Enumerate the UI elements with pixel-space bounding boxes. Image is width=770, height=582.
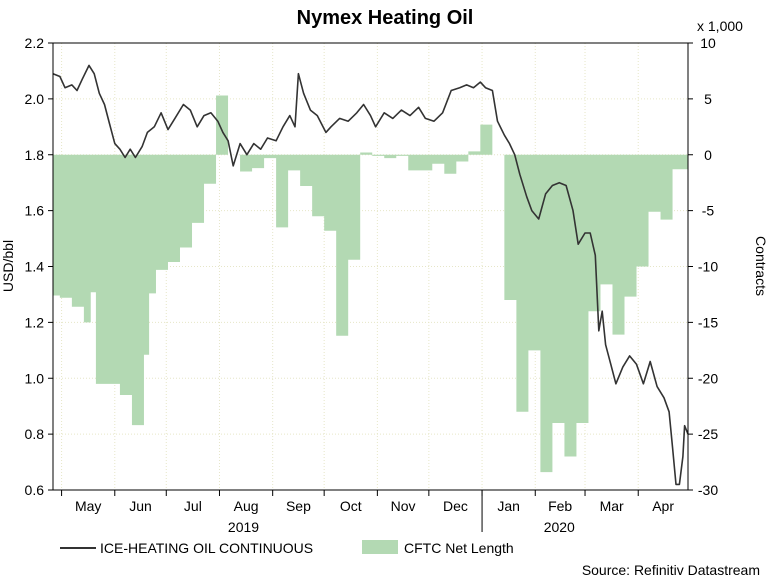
right-axis-multiplier: x 1,000 [697, 18, 743, 34]
x-tick-label: Mar [600, 498, 624, 514]
legend-label-area: CFTC Net Length [404, 540, 514, 556]
x-tick-label: Jan [497, 498, 520, 514]
chart-title: Nymex Heating Oil [297, 7, 474, 29]
left-axis-label: USD/bbl [0, 240, 16, 292]
left-tick-label: 2.0 [25, 91, 45, 107]
right-tick-label: -25 [698, 426, 718, 442]
x-tick-label: Apr [652, 498, 674, 514]
x-tick-label: Aug [234, 498, 259, 514]
legend-label-line: ICE-HEATING OIL CONTINUOUS [100, 540, 313, 556]
left-tick-label: 1.4 [25, 259, 45, 275]
left-tick-label: 0.8 [25, 426, 45, 442]
cftc-area [53, 95, 688, 473]
x-axis: May Jun Jul Aug Sep Oct Nov Dec Jan Feb Mar Apr 2019… [61, 490, 674, 535]
x-year-label: 2019 [228, 519, 259, 535]
x-tick-label: Nov [391, 498, 416, 514]
left-axis: 0.6 0.8 1.0 1.2 1.4 1.6 1.8 2.0 2.2 [25, 35, 53, 498]
right-tick-label: 10 [700, 35, 716, 51]
x-tick-label: Jul [184, 498, 202, 514]
cftc-area-path [53, 95, 688, 473]
right-tick-label: -10 [698, 259, 718, 275]
right-axis: -30 -25 -20 -15 -10 -5 0 5 10 [688, 35, 718, 498]
right-tick-label: -15 [698, 314, 718, 330]
left-tick-label: 1.2 [25, 314, 45, 330]
left-tick-label: 0.6 [25, 482, 45, 498]
right-tick-label: -20 [698, 370, 718, 386]
legend-area-swatch [362, 540, 398, 554]
x-tick-label: Dec [443, 498, 468, 514]
left-tick-label: 1.8 [25, 147, 45, 163]
source-note: Source: Refinitiv Datastream [582, 562, 760, 578]
price-line [52, 64, 689, 486]
right-axis-label: Contracts [753, 236, 769, 296]
legend: ICE-HEATING OIL CONTINUOUS CFTC Net Leng… [60, 540, 514, 556]
right-tick-label: -30 [698, 482, 718, 498]
x-tick-label: Feb [548, 498, 572, 514]
right-tick-label: -5 [702, 203, 715, 219]
x-tick-label: May [75, 498, 101, 514]
x-tick-label: Sep [286, 498, 311, 514]
x-tick-label: Jun [129, 498, 152, 514]
x-year-label: 2020 [544, 519, 575, 535]
x-tick-label: Oct [340, 498, 362, 514]
left-tick-label: 2.2 [25, 35, 45, 51]
right-tick-label: 0 [704, 147, 712, 163]
left-tick-label: 1.6 [25, 203, 45, 219]
right-tick-label: 5 [704, 91, 712, 107]
price-polyline [52, 64, 689, 486]
left-tick-label: 1.0 [25, 370, 45, 386]
